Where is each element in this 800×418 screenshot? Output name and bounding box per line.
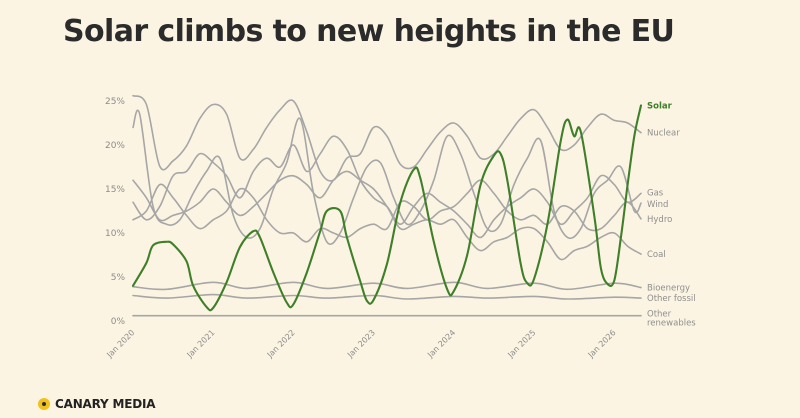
x-axis: Jan 2020 Jan 2021 Jan 2022 Jan 2023 Jan 2024…: [104, 328, 617, 360]
series-label-hydro: Hydro: [647, 215, 672, 225]
page-title: Solar climbs to new heights in the EU: [63, 14, 675, 49]
y-tick-label: 5%: [111, 273, 126, 283]
y-tick-label: 20%: [105, 141, 125, 151]
series-lines: [131, 94, 643, 317]
brand: CANARY MEDIA: [38, 397, 156, 411]
canary-media-logo-icon: [38, 398, 50, 410]
x-tick-label: Jan 2022: [265, 328, 297, 360]
series-label-bioenergy: Bioenergy: [647, 284, 690, 294]
series-line-bioenergy: [132, 281, 642, 291]
y-tick-label: 0%: [111, 317, 126, 327]
y-axis: 0% 5% 10% 15% 20% 25%: [105, 97, 125, 327]
x-tick-label: Jan 2024: [425, 328, 457, 360]
x-tick-label: Jan 2021: [185, 328, 217, 360]
series-line-solar: [131, 104, 643, 312]
series-line-other-fossil: [132, 293, 642, 300]
brand-name: CANARY MEDIA: [55, 397, 156, 411]
x-tick-label: Jan 2025: [505, 328, 537, 360]
series-line-wind: [132, 109, 642, 246]
series-label-wind: Wind: [647, 200, 668, 210]
series-label-other-fossil: Other fossil: [647, 294, 696, 304]
series-label-gas: Gas: [647, 188, 664, 198]
series-label-solar: Solar: [647, 101, 673, 111]
y-tick-label: 15%: [105, 185, 125, 195]
series-line-hydro: [132, 179, 642, 243]
series-label-nuclear: Nuclear: [647, 129, 680, 139]
x-tick-label: Jan 2023: [345, 328, 377, 360]
series-labels: SolarNuclearGasWindHydroCoalBioenergyOth…: [647, 101, 696, 328]
y-tick-label: 25%: [105, 97, 125, 107]
x-tick-label: Jan 2020: [104, 328, 136, 360]
y-tick-label: 10%: [105, 229, 125, 239]
series-label-coal: Coal: [647, 250, 666, 260]
series-label-other-renewables: Other renewables: [647, 310, 696, 329]
series-line-nuclear: [132, 94, 642, 182]
x-tick-label: Jan 2026: [586, 328, 618, 360]
series-line-coal: [132, 170, 642, 261]
